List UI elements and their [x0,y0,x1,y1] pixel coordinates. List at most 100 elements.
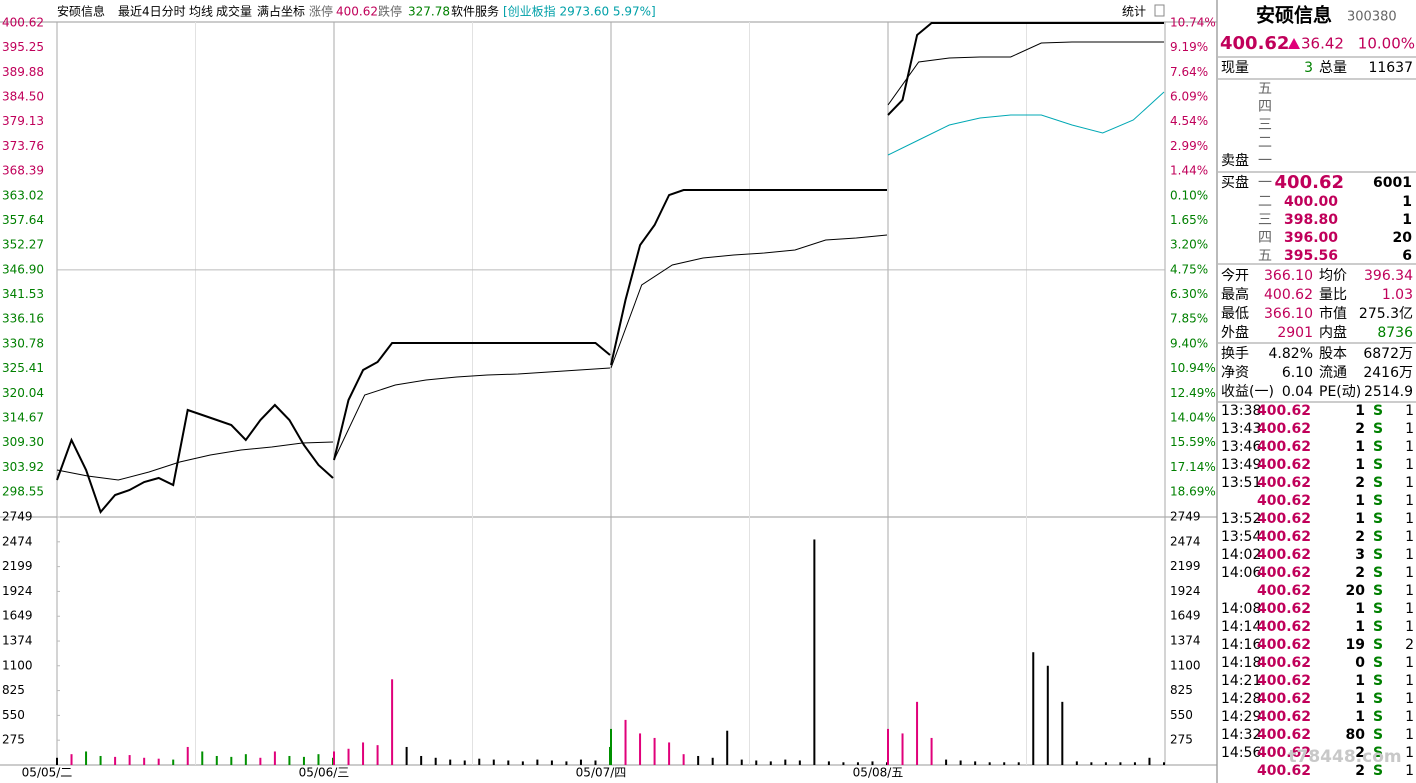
price-tick-label: 346.90 [2,262,44,276]
label: 现量 [1221,60,1249,76]
trade-side: S [1373,601,1383,617]
volume-bar [478,758,481,765]
header-coords: 满占坐标 [257,4,305,19]
label: 买盘 [1221,174,1249,191]
volume-tick-label: 275 [2,733,25,747]
trade-time: 13:46 [1221,439,1261,455]
stat-label: 股本 [1319,346,1347,362]
trade-volume: 1 [1355,511,1365,527]
trade-volume: 2 [1355,421,1365,437]
trade-count: 1 [1405,493,1414,509]
volume-bar [114,756,117,765]
volume-bar [1017,762,1020,765]
trade-volume: 1 [1355,619,1365,635]
buy-level: 一 [1258,175,1272,191]
trade-count: 1 [1405,475,1414,491]
price-tick-label: 298.55 [2,485,44,499]
trade-side: S [1373,439,1383,455]
pct-tick-label: 14.04% [1170,410,1216,424]
trade-count: 1 [1405,403,1414,419]
header-limit-down-label: 跌停 [378,4,402,19]
volume-bar [463,760,466,765]
stat-label: 流通 [1319,365,1347,381]
volume-bar [449,759,452,765]
volume-bar [930,737,933,765]
volume-bar [273,751,276,765]
stat-value: 2416万 [1363,365,1413,381]
volume-tick-label: 2199 [2,559,33,573]
trade-time: 14:18 [1221,655,1261,671]
volume-bar [550,760,553,765]
stat-value: 366.10 [1264,306,1313,322]
buy-level: 五 [1258,248,1272,264]
pct-tick-label: 17.14% [1170,460,1216,474]
trade-volume: 1 [1355,601,1365,617]
volume-tick-label: 1100 [2,658,33,672]
trade-price: 400.62 [1257,619,1311,635]
trade-price: 400.62 [1257,601,1311,617]
volume-bar [639,733,642,765]
volume-bar [521,761,524,765]
volume-bar [244,754,247,765]
stat-label: 均价 [1319,268,1347,284]
trade-volume: 2 [1355,529,1365,545]
trade-side: S [1373,619,1383,635]
price-tick-label: 357.64 [2,213,44,227]
volume-bar [1104,762,1107,765]
trade-volume: 2 [1355,745,1365,761]
buy-price: 400.62 [1275,172,1344,193]
volume-tick-label: 1924 [1170,584,1201,598]
volume-bar [916,701,919,765]
buy-qty: 6 [1402,248,1412,264]
volume-bar [128,755,131,765]
sell-level: 一 [1258,153,1272,169]
volume-bar [711,757,714,765]
price-change: 36.42 [1301,35,1344,53]
price-tick-label: 325.41 [2,361,44,375]
volume-tick-label: 1374 [1170,634,1201,648]
change-pct: 10.00% [1358,35,1415,53]
volume-tick-label: 275 [1170,733,1193,747]
stats-button[interactable]: 统计 [1122,5,1146,19]
trade-volume: 1 [1355,457,1365,473]
stat-value: 1.03 [1382,287,1413,303]
trade-count: 1 [1405,457,1414,473]
trade-count: 1 [1405,565,1414,581]
trade-side: S [1373,493,1383,509]
trade-price: 400.62 [1257,763,1311,779]
trade-side: S [1373,709,1383,725]
price-tick-label: 373.76 [2,139,44,153]
stat-label: 外盘 [1221,324,1249,341]
header-avg-line: 均线 [189,5,213,19]
pct-tick-label: 1.65% [1170,213,1208,227]
price-line [887,22,1164,116]
trade-side: S [1373,655,1383,671]
trade-count: 1 [1405,619,1414,635]
volume-tick-label: 1374 [2,634,33,648]
volume-bar [56,757,58,765]
quote-panel [1218,0,1416,783]
volume-bar [434,757,437,765]
sell-level: 五 [1258,81,1272,97]
stock-name: 安硕信息 [1256,4,1332,27]
volume-bar [594,760,597,765]
volume-bar [1090,762,1093,765]
toggle-box[interactable] [1154,4,1165,17]
header-name: 安硕信息 [57,4,105,19]
volume-bar [624,719,627,765]
header-period: 最近4日分时 [118,5,186,19]
trade-volume: 20 [1346,583,1366,599]
trade-time: 14:02 [1221,547,1261,563]
buy-qty: 20 [1393,230,1413,246]
trade-price: 400.62 [1257,655,1311,671]
volume-tick-label: 1649 [2,609,33,623]
volume-tick-label: 2474 [1170,534,1201,548]
trade-side: S [1373,511,1383,527]
volume-bar [1075,761,1078,765]
volume-bar [70,754,73,765]
pct-tick-label: 7.64% [1170,65,1208,79]
stat-value: 8736 [1377,325,1413,341]
stat-value: 275.3亿 [1359,306,1413,322]
trade-count: 1 [1405,439,1414,455]
header-limit-up-label: 涨停 [309,4,333,19]
